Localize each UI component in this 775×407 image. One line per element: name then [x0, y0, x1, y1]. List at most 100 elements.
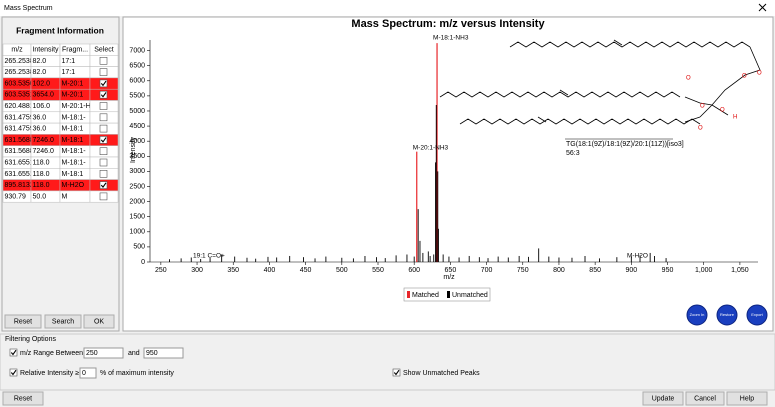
table-cell-text: 631.5688 — [5, 148, 34, 155]
filter-label: Relative Intensity ≥ — [20, 370, 79, 377]
table-cell-text: M-20:1-H — [62, 103, 91, 110]
footer-button[interactable] — [642, 391, 684, 406]
filter-label: Show Unmatched Peaks — [403, 370, 480, 377]
y-tick-label: 7000 — [129, 47, 145, 54]
select-checkbox[interactable] — [99, 79, 108, 88]
table-cell-text: 50.0 — [33, 193, 47, 200]
input[interactable] — [83, 347, 124, 359]
structure-formula: 56:3 — [566, 150, 580, 157]
select-checkbox[interactable] — [99, 170, 108, 178]
table-cell-text: 118.0 — [33, 159, 50, 166]
y-tick-label: 4500 — [129, 123, 145, 130]
table-cell-text: 631.6551 — [5, 171, 34, 178]
table-cell-text: M-18:1- — [62, 159, 87, 166]
x-tick-label: 1,050 — [731, 267, 749, 274]
filter-title: Filtering Options — [5, 336, 56, 343]
y-tick-label: 6500 — [129, 63, 145, 70]
filter-label: m/z Range Between: — [20, 350, 85, 357]
table-cell-text: 82.0 — [33, 58, 47, 65]
select-checkbox[interactable] — [99, 113, 108, 122]
x-tick-label: 950 — [662, 267, 674, 274]
table-cell-text: 603.5351 — [5, 92, 34, 99]
footer-button[interactable] — [726, 391, 768, 406]
annotation: M-20:1-NH3 — [413, 145, 449, 152]
panel-button[interactable] — [4, 314, 42, 329]
x-tick-label: 700 — [481, 267, 493, 274]
table-cell-text: 118.0 — [33, 171, 50, 178]
x-tick-label: 350 — [227, 267, 239, 274]
select-checkbox[interactable] — [99, 56, 108, 65]
round-button[interactable] — [716, 304, 738, 326]
molecule — [439, 39, 761, 125]
input[interactable] — [79, 367, 97, 379]
x-tick-label: 1,000 — [695, 267, 713, 274]
atom: O — [700, 104, 705, 110]
unmatched-checkbox[interactable] — [392, 368, 401, 377]
input-value: 950 — [146, 350, 158, 357]
structure-name: TG(18:1(9Z)/18:1(9Z)/20:1(11Z))[iso3] — [566, 141, 684, 148]
input[interactable] — [143, 347, 184, 359]
mz-checkbox[interactable] — [9, 348, 18, 357]
atom: H — [733, 115, 737, 121]
x-tick-label: 800 — [553, 267, 565, 274]
input-value: 0 — [82, 370, 86, 377]
atom: O — [698, 126, 703, 132]
table-cell-text: M-20:1 — [62, 92, 84, 99]
y-tick-label: 500 — [133, 244, 145, 251]
footer-button-label: Cancel — [694, 395, 716, 402]
select-checkbox-check — [100, 80, 107, 87]
table-cell-text: M-18:1- — [62, 114, 87, 121]
footer-button-label: Update — [652, 395, 675, 402]
legend-label: Unmatched — [452, 292, 488, 299]
select-checkbox[interactable] — [99, 90, 108, 99]
column-header-label: Fragm... — [62, 46, 88, 53]
table-cell-text: 36.0 — [33, 114, 47, 121]
atom: O — [757, 71, 762, 77]
y-tick-label: 4000 — [129, 138, 145, 145]
table-cell-text: 265.2538 — [5, 69, 34, 76]
select-checkbox-check — [100, 137, 107, 143]
panel-button[interactable] — [83, 314, 115, 329]
select-checkbox[interactable] — [99, 181, 108, 189]
panel-button-label: Search — [52, 318, 74, 325]
round-button[interactable] — [746, 304, 768, 326]
legend-swatch — [407, 291, 410, 298]
mz-checkbox-check — [10, 349, 17, 356]
footer-button[interactable] — [2, 391, 44, 406]
panel-button[interactable] — [44, 314, 82, 329]
x-tick-label: 550 — [372, 267, 384, 274]
table-cell-text: 17:1 — [62, 58, 76, 65]
chain — [459, 118, 701, 125]
select-checkbox[interactable] — [99, 192, 108, 201]
chart-panel — [122, 16, 774, 332]
intensity-checkbox[interactable] — [9, 368, 18, 377]
x-tick-label: 750 — [517, 267, 529, 274]
select-checkbox[interactable] — [99, 124, 108, 133]
round-button[interactable] — [686, 304, 708, 326]
table-cell-text: 631.6551 — [5, 159, 34, 166]
table-cell-text: M — [62, 193, 68, 200]
filter-box — [0, 333, 775, 391]
column-header-label: Intensity — [32, 46, 59, 53]
table-cell-text: 7246.0 — [33, 148, 55, 155]
table-cell-text: 7246.0 — [33, 137, 55, 144]
x-tick-label: 300 — [191, 267, 203, 274]
select-checkbox[interactable] — [99, 147, 108, 155]
atom: O — [720, 108, 725, 114]
backbone — [684, 46, 761, 123]
x-tick-label: 500 — [336, 267, 348, 274]
select-checkbox[interactable] — [99, 68, 108, 76]
window-title: Mass Spectrum — [4, 5, 53, 12]
close-icon[interactable] — [758, 3, 767, 12]
select-checkbox[interactable] — [99, 136, 108, 144]
annotation: 19:1 C=O+ — [193, 253, 225, 260]
table-cell-text: 265.2538 — [5, 58, 34, 65]
table-cell-text: 3654.0 — [33, 92, 55, 99]
select-checkbox[interactable] — [99, 102, 108, 110]
table-cell-text: 17:1 — [62, 69, 76, 76]
footer-button[interactable] — [685, 391, 725, 406]
annotation: M-18:1-NH3 — [433, 35, 469, 42]
table-cell-text: 603.5356 — [5, 80, 34, 87]
table-cell-text: 930.79 — [5, 193, 27, 200]
select-checkbox[interactable] — [99, 158, 108, 167]
